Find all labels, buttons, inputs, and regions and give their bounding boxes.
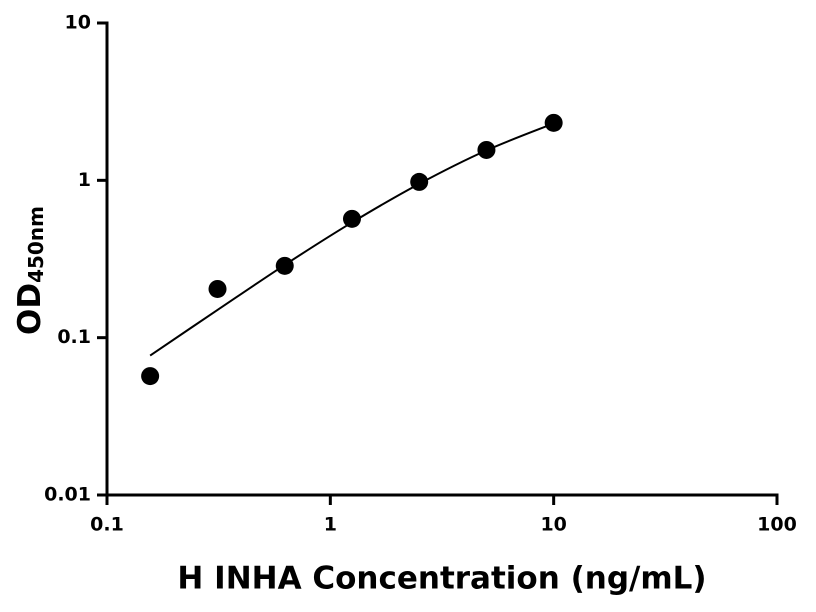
data-point xyxy=(477,140,496,159)
data-point xyxy=(544,113,563,132)
y-axis-title-main: OD xyxy=(12,283,48,335)
x-tick-label: 1 xyxy=(324,514,337,536)
y-axis-title: OD450nm xyxy=(12,206,48,335)
y-tick-label: 0.1 xyxy=(57,326,91,348)
data-point xyxy=(275,256,294,275)
x-tick-label: 0.1 xyxy=(90,514,124,536)
y-tick-label: 0.01 xyxy=(44,484,91,506)
x-axis-title: H INHA Concentration (ng/mL) xyxy=(177,561,706,597)
fit-curve xyxy=(149,122,555,357)
data-point xyxy=(141,367,160,386)
y-tick-label: 1 xyxy=(78,169,91,191)
data-point xyxy=(410,172,429,191)
x-tick-label: 10 xyxy=(540,514,566,536)
data-point xyxy=(208,279,227,298)
x-tick-label: 100 xyxy=(757,514,797,536)
data-point xyxy=(342,209,361,228)
y-axis-title-subscript: 450nm xyxy=(24,206,48,283)
y-tick-label: 10 xyxy=(65,12,91,34)
